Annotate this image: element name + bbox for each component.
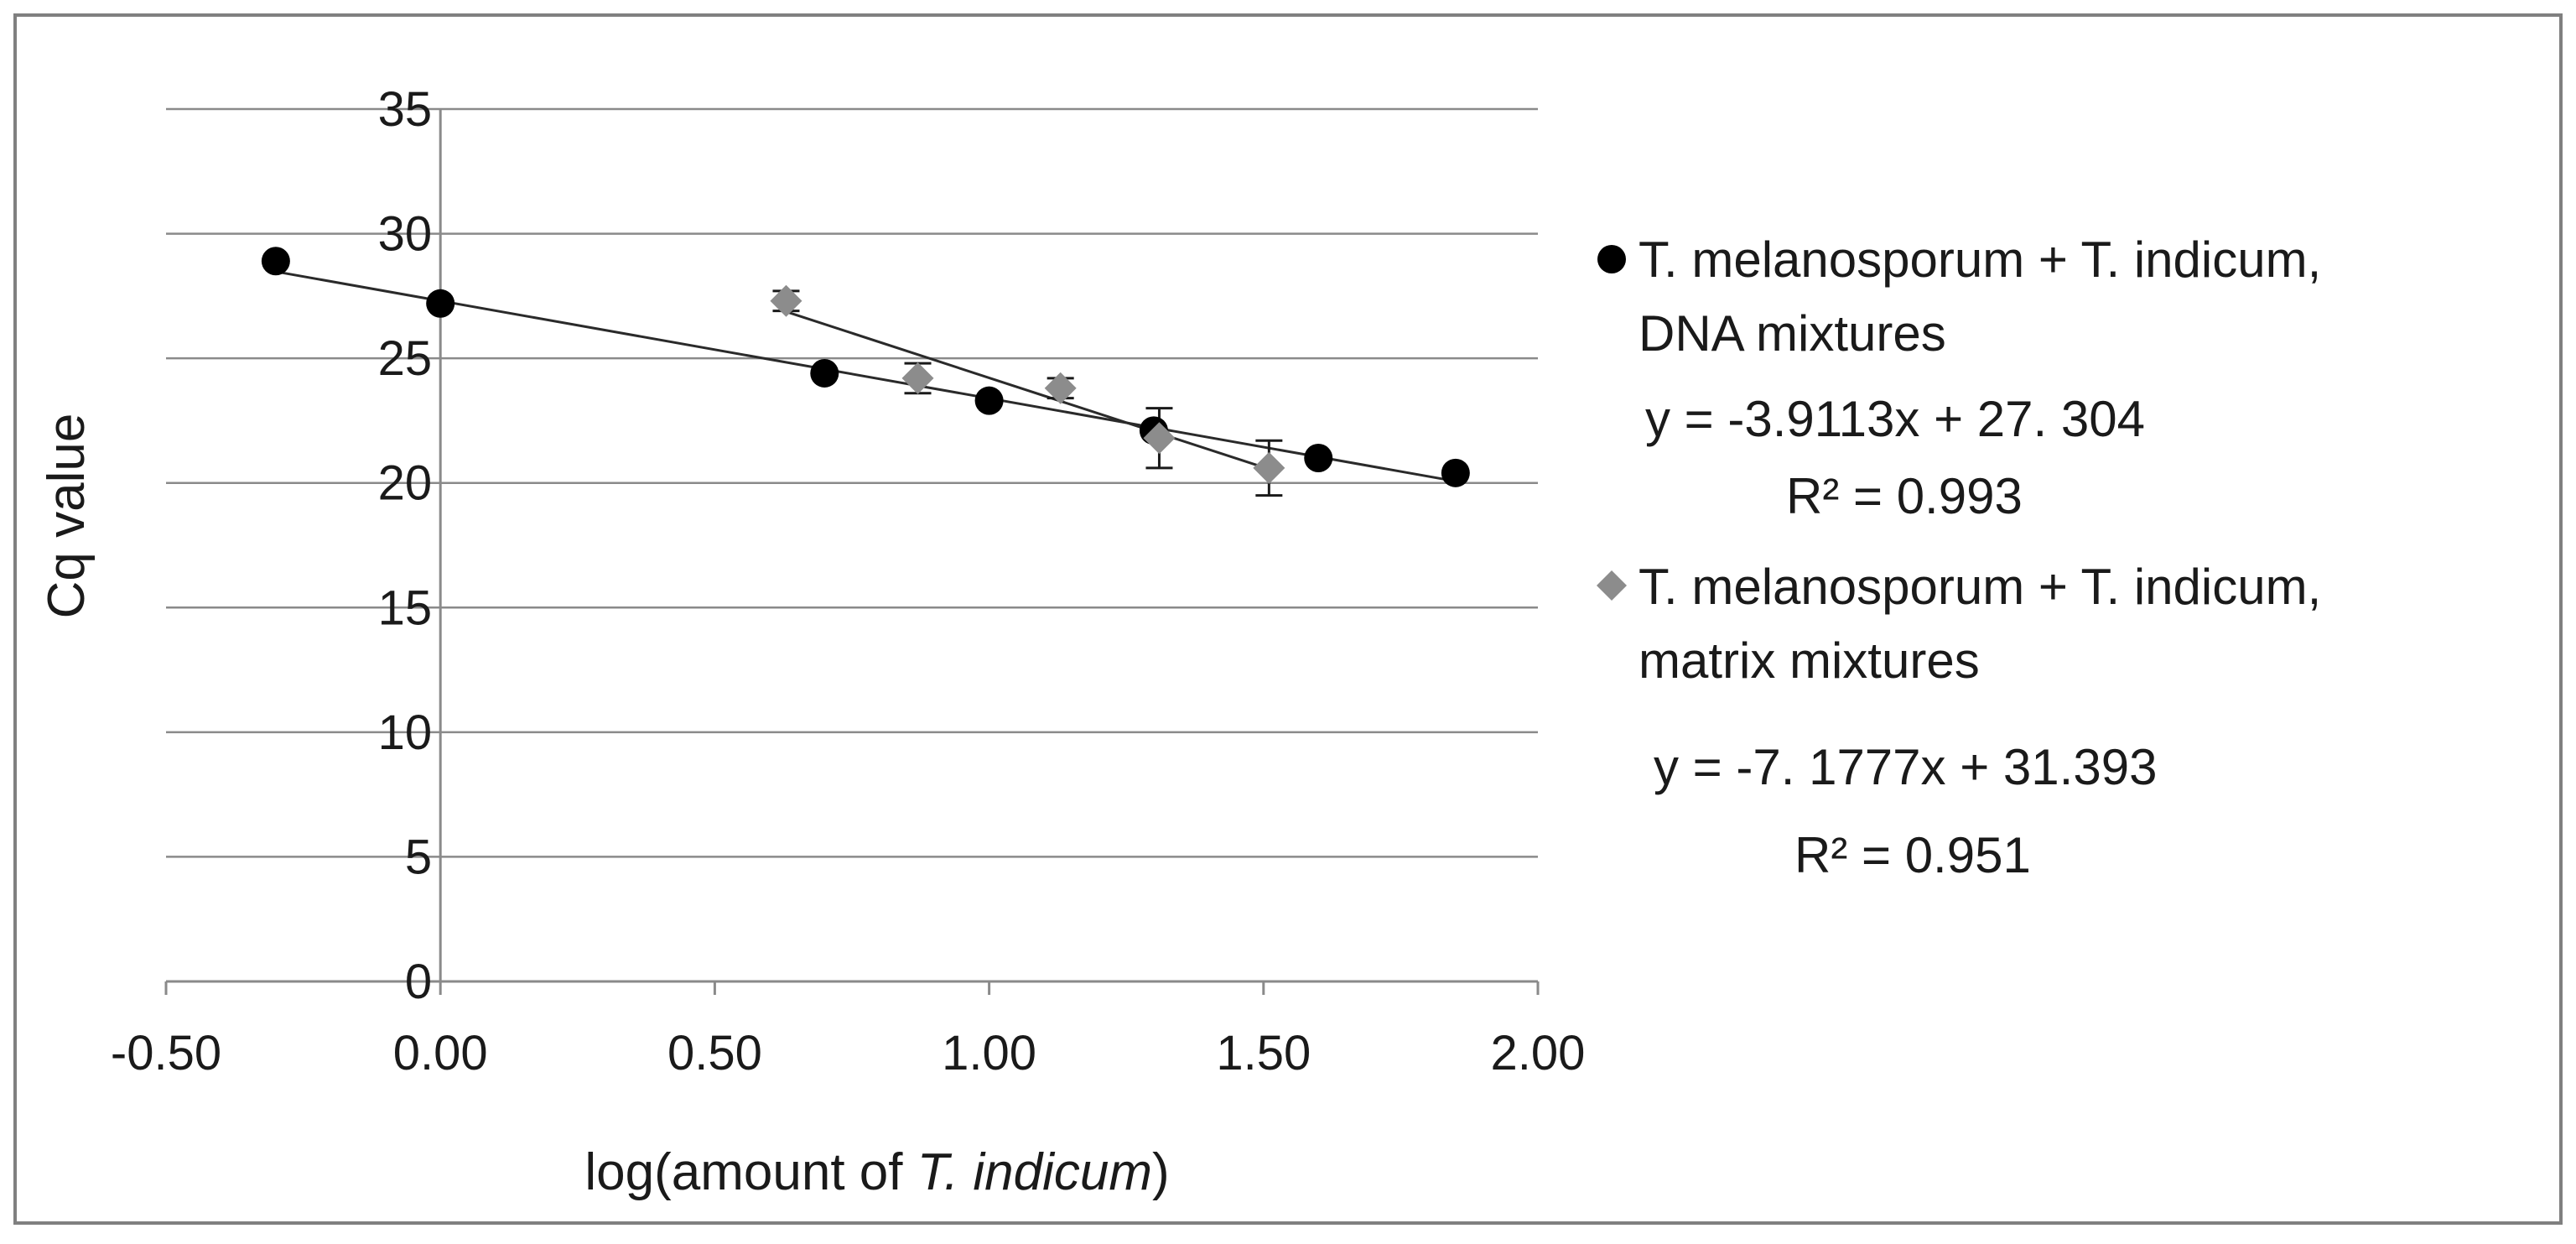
- y-axis-title: Cq value: [38, 414, 96, 619]
- trendlines: [275, 270, 1457, 483]
- data-point-circle: [261, 247, 290, 276]
- y-tick-label: 5: [405, 830, 432, 884]
- data-point-diamond: [1143, 422, 1176, 455]
- x-tick-label: 2.00: [1491, 1026, 1586, 1080]
- legend-label-line1: T. melanosporum + T. indicum,: [1639, 232, 2321, 288]
- axes: [164, 109, 1540, 995]
- y-tick-label: 10: [378, 705, 433, 760]
- x-tick-labels: -0.50 0.00 0.50 1.00 1.50 2.00: [111, 1026, 1586, 1080]
- legend-entry-matrix-mixtures: T. melanosporum + T. indicum, matrix mix…: [1597, 559, 2321, 883]
- data-point-diamond: [770, 284, 802, 317]
- x-axis-title-prefix: log(amount of: [584, 1143, 917, 1201]
- legend-label-line2: matrix mixtures: [1639, 632, 1980, 689]
- legend-marker-circle: [1597, 245, 1626, 273]
- x-axis-title: log(amount of T. indicum): [584, 1143, 1169, 1201]
- legend-r-squared: R² = 0.951: [1794, 827, 2031, 883]
- y-tick-label: 30: [378, 207, 433, 262]
- data-point-circle: [1441, 458, 1470, 487]
- y-tick-label: 20: [378, 456, 433, 511]
- y-tick-labels: 0 5 10 15 20 25 30 35: [378, 82, 433, 1009]
- x-axis-title-suffix: ): [1152, 1143, 1170, 1201]
- y-tick-label: 0: [405, 955, 432, 1009]
- legend-equation: y = -7. 1777x + 31.393: [1654, 739, 2157, 795]
- x-tick-label: -0.50: [111, 1026, 221, 1080]
- legend: T. melanosporum + T. indicum, DNA mixtur…: [1597, 232, 2321, 883]
- trendline-series-1: [275, 270, 1457, 483]
- x-tick-label: 0.50: [667, 1026, 762, 1080]
- legend-r-squared: R² = 0.993: [1786, 468, 2023, 524]
- data-point-circle: [1304, 444, 1333, 472]
- data-point-circle: [974, 386, 1004, 415]
- data-point-diamond: [1044, 372, 1077, 404]
- legend-marker-diamond: [1597, 570, 1627, 601]
- data-point-circle: [810, 358, 839, 388]
- x-tick-label: 0.00: [393, 1026, 488, 1080]
- data-point-diamond: [1253, 451, 1285, 484]
- x-axis-title-italic: T. indicum: [917, 1143, 1152, 1201]
- y-tick-label: 35: [378, 82, 433, 137]
- legend-equation: y = -3.9113x + 27. 304: [1645, 391, 2145, 447]
- x-tick-label: 1.50: [1216, 1026, 1311, 1080]
- legend-entry-dna-mixtures: T. melanosporum + T. indicum, DNA mixtur…: [1597, 232, 2321, 524]
- trendline-series-2: [786, 310, 1270, 471]
- legend-label-line2: DNA mixtures: [1639, 305, 1946, 362]
- x-tick-label: 1.00: [942, 1026, 1036, 1080]
- y-tick-label: 15: [378, 580, 433, 635]
- legend-label-line1: T. melanosporum + T. indicum,: [1639, 559, 2321, 615]
- gridlines: [166, 107, 1538, 858]
- y-tick-label: 25: [378, 331, 433, 386]
- data-points: [261, 247, 1470, 487]
- data-point-circle: [426, 289, 455, 318]
- data-point-diamond: [901, 362, 934, 394]
